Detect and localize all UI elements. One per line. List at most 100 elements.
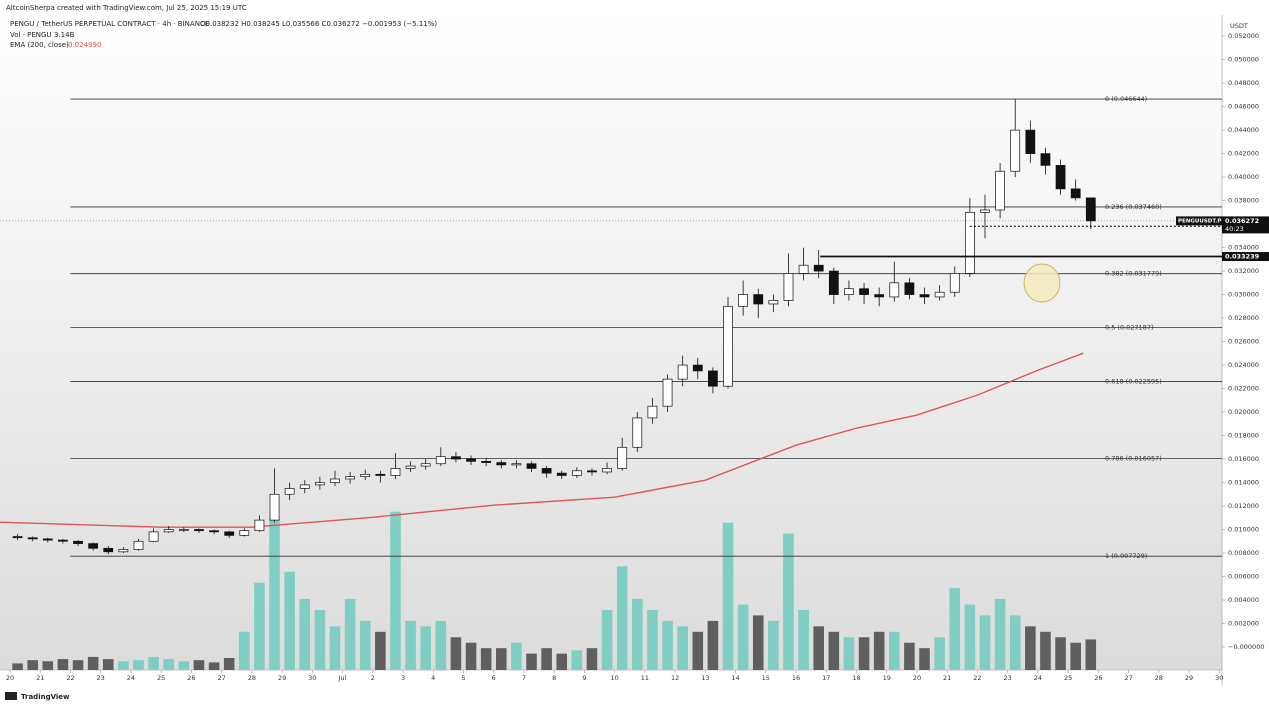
volume-bar bbox=[752, 615, 764, 670]
volume-bar bbox=[813, 626, 824, 670]
brand-name: TradingView bbox=[21, 693, 70, 701]
candle-body bbox=[904, 282, 915, 295]
x-tick-label: 3 bbox=[401, 674, 405, 682]
volume-bar bbox=[1055, 637, 1066, 670]
candle-body bbox=[345, 476, 355, 480]
fib-level-label: 0 (0.046644) bbox=[1105, 95, 1147, 103]
x-tick-label: 21 bbox=[36, 674, 44, 682]
volume-bar bbox=[148, 656, 159, 670]
x-tick-label: 2 bbox=[371, 674, 375, 682]
y-tick-label: 0.042000 bbox=[1228, 150, 1259, 158]
candle-body bbox=[405, 465, 416, 469]
candle-body bbox=[662, 378, 673, 407]
volume-bar bbox=[495, 648, 507, 670]
candle-body bbox=[269, 493, 280, 521]
x-tick-label: 14 bbox=[731, 674, 739, 682]
candle-body bbox=[481, 461, 492, 463]
candle-body bbox=[526, 463, 537, 469]
candle-body bbox=[859, 288, 869, 295]
candle-body bbox=[828, 270, 839, 295]
x-tick-label: 23 bbox=[1004, 674, 1012, 682]
volume-bar bbox=[133, 660, 144, 670]
x-tick-label: 30 bbox=[1215, 674, 1223, 682]
ohlc-legend: O0.038232 H0.038245 L0.035566 C0.036272 … bbox=[200, 20, 437, 28]
candle-body bbox=[12, 536, 23, 539]
candle-body bbox=[27, 537, 38, 540]
y-tick-label: −0.000000 bbox=[1228, 643, 1264, 651]
x-tick-label: 17 bbox=[822, 674, 830, 682]
candle-body bbox=[390, 468, 401, 476]
candle-body bbox=[541, 468, 552, 474]
volume-bar bbox=[1009, 615, 1021, 670]
volume-bar bbox=[57, 659, 69, 670]
candle-body bbox=[768, 300, 779, 305]
volume-bar bbox=[556, 653, 568, 670]
volume-bar bbox=[511, 642, 522, 670]
volume-bar bbox=[239, 631, 250, 670]
candle-body bbox=[163, 529, 174, 533]
volume-bar bbox=[299, 599, 311, 670]
candle-body bbox=[934, 291, 945, 298]
volume-bar bbox=[768, 620, 779, 670]
candle-body bbox=[118, 549, 129, 553]
volume-bar bbox=[254, 582, 265, 670]
candle-body bbox=[224, 531, 235, 536]
x-tick-label: 28 bbox=[248, 674, 256, 682]
candle-body bbox=[783, 273, 794, 301]
volume-bar bbox=[375, 631, 386, 670]
candle-body bbox=[103, 547, 114, 553]
price-line-box bbox=[1222, 252, 1269, 262]
candle-body bbox=[194, 529, 204, 532]
candle-body bbox=[677, 364, 688, 380]
x-tick-label: 11 bbox=[641, 674, 649, 682]
highlight-ellipse bbox=[1023, 263, 1061, 303]
candle-body bbox=[148, 531, 159, 542]
volume-bar bbox=[118, 661, 129, 670]
volume-bar bbox=[843, 637, 855, 670]
candle-body bbox=[964, 211, 975, 274]
candle-body bbox=[919, 294, 930, 298]
volume-bar bbox=[163, 659, 175, 670]
y-tick-label: 0.030000 bbox=[1228, 291, 1259, 299]
volume-bar bbox=[329, 626, 341, 670]
volume-bar bbox=[405, 620, 416, 670]
volume-bar bbox=[571, 650, 583, 670]
volume-bar bbox=[783, 533, 794, 670]
candle-body bbox=[813, 264, 824, 272]
candle-body bbox=[602, 468, 612, 473]
candle-body bbox=[314, 482, 325, 486]
x-tick-label: 9 bbox=[582, 674, 586, 682]
volume-bar bbox=[465, 642, 477, 670]
candle-body bbox=[239, 530, 250, 536]
volume-bar bbox=[42, 661, 54, 670]
x-tick-label: 20 bbox=[913, 674, 921, 682]
candle-body bbox=[571, 470, 582, 476]
candle-body bbox=[496, 462, 507, 466]
volume-bar bbox=[979, 615, 991, 670]
volume-bar bbox=[193, 660, 205, 670]
volume-bar bbox=[964, 604, 976, 670]
candle-body bbox=[889, 282, 900, 298]
candle-body bbox=[375, 473, 386, 476]
y-tick-label: 0.022000 bbox=[1228, 385, 1259, 393]
x-tick-label: 19 bbox=[883, 674, 891, 682]
candle-body bbox=[73, 540, 83, 544]
volume-bar bbox=[737, 604, 749, 670]
x-tick-label: 27 bbox=[1124, 674, 1132, 682]
candle-body bbox=[874, 294, 885, 298]
candle-body bbox=[133, 540, 144, 550]
x-tick-label: 22 bbox=[973, 674, 981, 682]
x-tick-label: 13 bbox=[701, 674, 709, 682]
volume-bar bbox=[586, 648, 598, 670]
x-tick-label: 4 bbox=[431, 674, 435, 682]
x-tick-label: 7 bbox=[522, 674, 526, 682]
candle-body bbox=[949, 273, 960, 293]
candle-body bbox=[632, 417, 643, 448]
currency-label: USDT bbox=[1230, 22, 1248, 30]
volume-bar bbox=[798, 609, 809, 670]
y-tick-label: 0.034000 bbox=[1228, 244, 1259, 252]
volume-legend: Vol · PENGU bbox=[10, 31, 52, 39]
x-tick-label: 25 bbox=[157, 674, 165, 682]
volume-bar bbox=[12, 663, 23, 670]
y-tick-label: 0.038000 bbox=[1228, 197, 1259, 205]
